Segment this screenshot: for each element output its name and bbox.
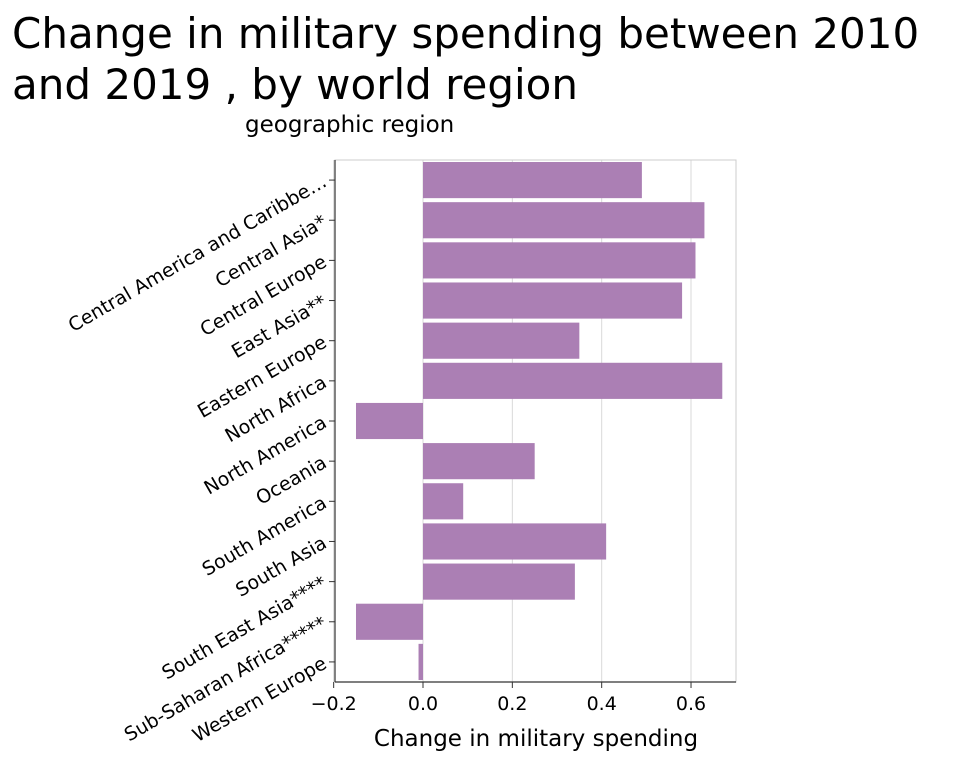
bar bbox=[423, 483, 464, 520]
chart-title: Change in military spending between 2010… bbox=[12, 8, 972, 110]
x-tick-label: 0.6 bbox=[676, 693, 706, 715]
bar bbox=[423, 242, 696, 279]
x-tick-label: −0.2 bbox=[311, 693, 357, 715]
bars bbox=[355, 162, 723, 680]
bar bbox=[418, 643, 423, 680]
chart-title-line-1: Change in military spending between 2010 bbox=[12, 9, 920, 58]
bar bbox=[423, 202, 705, 239]
bar bbox=[423, 322, 580, 359]
bar bbox=[423, 563, 575, 600]
x-tick-label: 0.0 bbox=[408, 693, 438, 715]
x-tick-label: 0.2 bbox=[497, 693, 527, 715]
x-ticks: −0.2 0.0 0.2 0.4 0.6 bbox=[311, 682, 706, 715]
x-axis-label: Change in military spending bbox=[374, 726, 698, 752]
x-tick-label: 0.4 bbox=[587, 693, 617, 715]
bar bbox=[423, 282, 683, 319]
bar bbox=[423, 362, 723, 399]
chart-title-line-2: and 2019 , by world region bbox=[12, 60, 578, 109]
y-ticks: Central America and Caribbe…Central Asia… bbox=[65, 171, 335, 747]
bar bbox=[423, 162, 642, 199]
bar bbox=[423, 443, 535, 480]
bar bbox=[355, 603, 423, 640]
bar bbox=[423, 523, 607, 560]
y-axis-label: geographic region bbox=[245, 112, 455, 138]
bar bbox=[355, 402, 423, 440]
